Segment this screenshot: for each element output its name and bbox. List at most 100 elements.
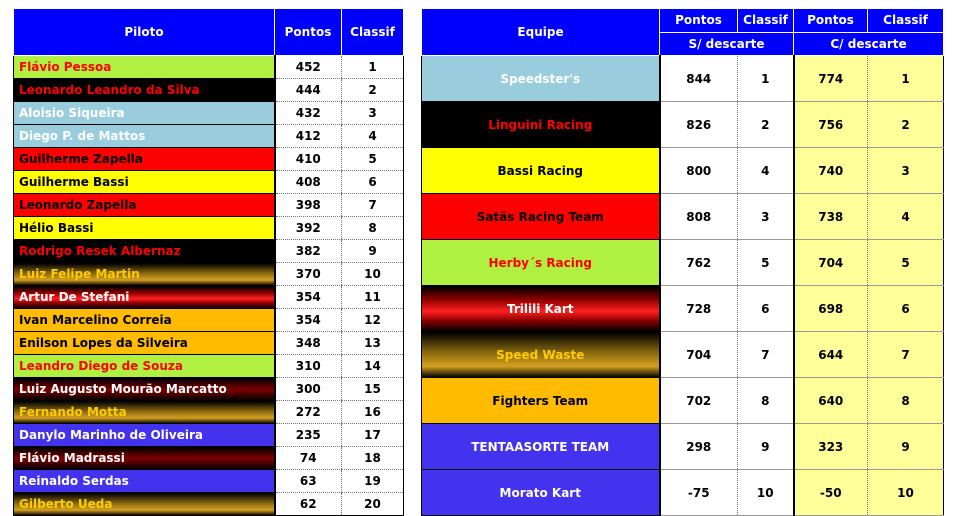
driver-row: Diego P. de Mattos 412 4: [13, 124, 404, 148]
driver-points: 310: [274, 354, 342, 378]
team-row: Satãs Racing Team 808 3 738 4: [421, 193, 944, 240]
team-rank-com-descarte: 2: [867, 101, 944, 148]
header-sem-descarte: S/ descarte: [659, 31, 794, 56]
driver-rank: 14: [341, 354, 404, 378]
driver-points: 63: [274, 469, 342, 493]
driver-name: Leonardo Zapella: [13, 193, 276, 217]
team-points-com-descarte: 738: [793, 193, 868, 240]
team-name: Linguini Racing: [421, 101, 661, 148]
driver-row: Ivan Marcelino Correia 354 12: [13, 308, 404, 332]
team-points-com-descarte: 704: [793, 239, 868, 286]
team-points-sem-descarte: 826: [659, 101, 738, 148]
driver-rank: 17: [341, 423, 404, 447]
driver-name: Gilberto Ueda: [13, 492, 276, 516]
team-rank-com-descarte: 6: [867, 285, 944, 332]
team-rank-com-descarte: 9: [867, 423, 944, 470]
driver-name: Luiz Felipe Martin: [13, 262, 276, 286]
team-points-sem-descarte: 728: [659, 285, 738, 332]
driver-name: Guilherme Bassi: [13, 170, 276, 194]
team-name: Speedster's: [421, 55, 661, 102]
driver-row: Enilson Lopes da Silveira 348 13: [13, 331, 404, 355]
driver-row: Leandro Diego de Souza 310 14: [13, 354, 404, 378]
driver-points: 382: [274, 239, 342, 263]
driver-points: 408: [274, 170, 342, 194]
team-rank-sem-descarte: 5: [737, 239, 795, 286]
driver-points: 410: [274, 147, 342, 171]
team-name: Trilili Kart: [421, 285, 661, 332]
driver-points: 235: [274, 423, 342, 447]
driver-name: Leonardo Leandro da Silva: [13, 78, 276, 102]
driver-row: Gilberto Ueda 62 20: [13, 492, 404, 516]
team-rank-com-descarte: 4: [867, 193, 944, 240]
driver-name: Artur De Stefani: [13, 285, 276, 309]
driver-rank: 15: [341, 377, 404, 401]
team-name: Satãs Racing Team: [421, 193, 661, 240]
driver-points: 74: [274, 446, 342, 470]
driver-rank: 16: [341, 400, 404, 424]
team-points-sem-descarte: 298: [659, 423, 738, 470]
team-points-sem-descarte: 844: [659, 55, 738, 102]
driver-rank: 8: [341, 216, 404, 240]
driver-rank: 12: [341, 308, 404, 332]
team-points-com-descarte: 640: [793, 377, 868, 424]
header-piloto: Piloto: [13, 8, 275, 56]
team-rank-sem-descarte: 7: [737, 331, 795, 378]
team-rank-sem-descarte: 2: [737, 101, 795, 148]
driver-points: 348: [274, 331, 342, 355]
team-name: TENTAASORTE TEAM: [421, 423, 661, 470]
driver-rank: 6: [341, 170, 404, 194]
driver-name: Danylo Marinho de Oliveira: [13, 423, 276, 447]
driver-points: 432: [274, 101, 342, 125]
team-rank-sem-descarte: 3: [737, 193, 795, 240]
driver-rank: 5: [341, 147, 404, 171]
team-points-sem-descarte: -75: [659, 469, 738, 516]
driver-rank: 2: [341, 78, 404, 102]
teams-standings-table: Equipe Pontos Classif Pontos Classif S/ …: [421, 8, 944, 516]
team-rank-com-descarte: 8: [867, 377, 944, 424]
driver-rank: 11: [341, 285, 404, 309]
driver-rank: 20: [341, 492, 404, 516]
team-points-com-descarte: 323: [793, 423, 868, 470]
driver-rank: 10: [341, 262, 404, 286]
driver-rank: 9: [341, 239, 404, 263]
team-rank-sem-descarte: 1: [737, 55, 795, 102]
driver-row: Fernando Motta 272 16: [13, 400, 404, 424]
driver-row: Rodrigo Resek Albernaz 382 9: [13, 239, 404, 263]
team-points-sem-descarte: 702: [659, 377, 738, 424]
team-row: Fighters Team 702 8 640 8: [421, 377, 944, 424]
driver-points: 444: [274, 78, 342, 102]
driver-points: 62: [274, 492, 342, 516]
team-row: Morato Kart -75 10 -50 10: [421, 469, 944, 516]
team-row: Linguini Racing 826 2 756 2: [421, 101, 944, 148]
driver-name: Flávio Madrassi: [13, 446, 276, 470]
driver-name: Fernando Motta: [13, 400, 276, 424]
driver-rank: 18: [341, 446, 404, 470]
driver-row: Leonardo Leandro da Silva 444 2: [13, 78, 404, 102]
driver-row: Guilherme Bassi 408 6: [13, 170, 404, 194]
header-classif-sem: Classif: [737, 8, 794, 33]
team-rank-com-descarte: 10: [867, 469, 944, 516]
team-points-com-descarte: -50: [793, 469, 868, 516]
driver-name: Enilson Lopes da Silveira: [13, 331, 276, 355]
driver-row: Luiz Augusto Mourão Marcatto 300 15: [13, 377, 404, 401]
team-points-com-descarte: 774: [793, 55, 868, 102]
team-name: Bassi Racing: [421, 147, 661, 194]
driver-name: Flávio Pessoa: [13, 55, 276, 79]
driver-rank: 7: [341, 193, 404, 217]
drivers-standings-table: Piloto Pontos Classif Flávio Pessoa 452 1 L…: [13, 8, 404, 516]
team-points-com-descarte: 740: [793, 147, 868, 194]
team-row: Bassi Racing 800 4 740 3: [421, 147, 944, 194]
team-rank-sem-descarte: 9: [737, 423, 795, 470]
team-rank-com-descarte: 1: [867, 55, 944, 102]
team-name: Fighters Team: [421, 377, 661, 424]
driver-points: 392: [274, 216, 342, 240]
header-equipe: Equipe: [421, 8, 660, 56]
driver-rank: 13: [341, 331, 404, 355]
driver-rank: 4: [341, 124, 404, 148]
driver-points: 300: [274, 377, 342, 401]
header-classif: Classif: [341, 8, 404, 56]
driver-rank: 19: [341, 469, 404, 493]
driver-points: 412: [274, 124, 342, 148]
team-row: Speedster's 844 1 774 1: [421, 55, 944, 102]
driver-name: Luiz Augusto Mourão Marcatto: [13, 377, 276, 401]
